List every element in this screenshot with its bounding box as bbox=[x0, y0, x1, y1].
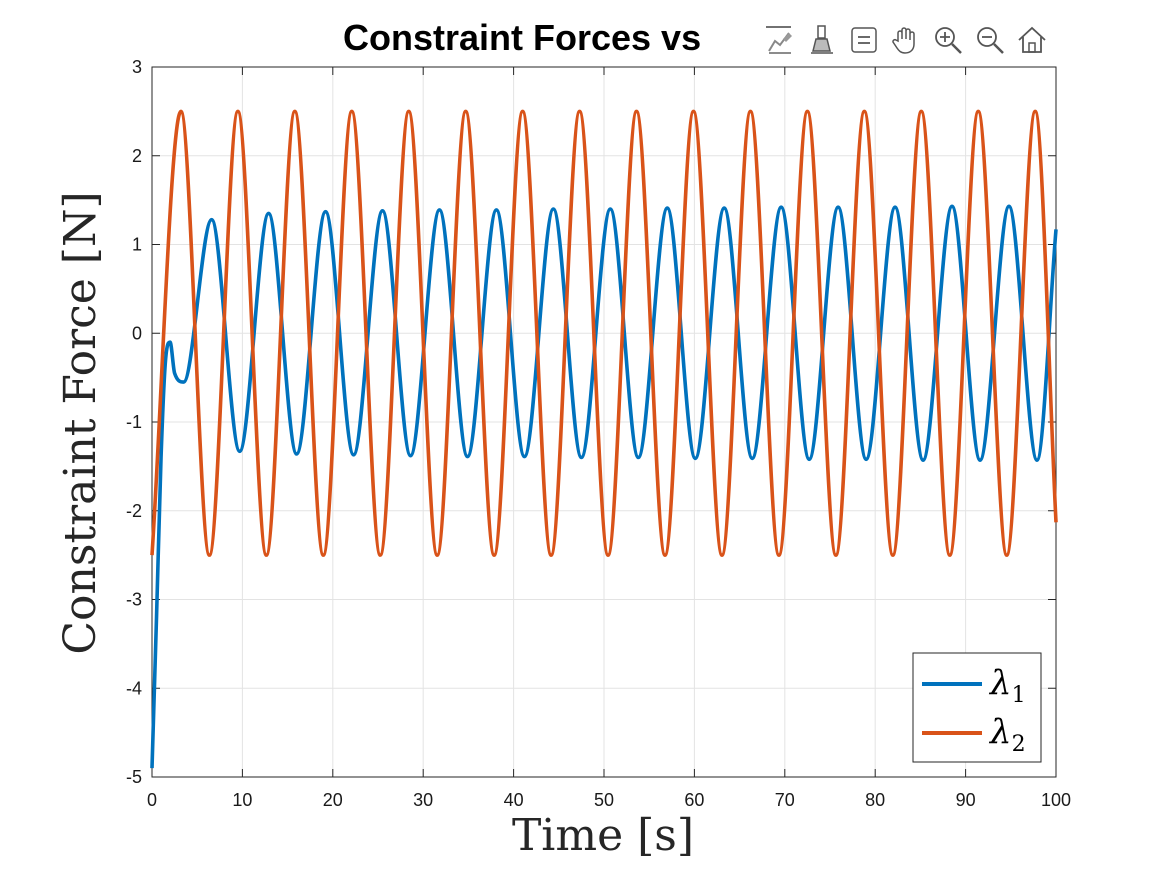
series-line-2 bbox=[150, 109, 1058, 557]
chart-title: Constraint Forces vs bbox=[343, 17, 701, 58]
y-tick-label: -1 bbox=[126, 412, 142, 432]
y-tick-label: -4 bbox=[126, 678, 142, 698]
series-line-1 bbox=[150, 204, 1058, 769]
y-tick-label: -2 bbox=[126, 501, 142, 521]
x-tick-label: 30 bbox=[413, 790, 433, 810]
x-tick-label: 80 bbox=[865, 790, 885, 810]
brush-button[interactable] bbox=[802, 18, 842, 62]
x-tick-label: 40 bbox=[504, 790, 524, 810]
data-tips-button[interactable] bbox=[760, 18, 800, 62]
pan-hand-icon bbox=[892, 27, 915, 54]
x-tick-label: 100 bbox=[1041, 790, 1071, 810]
zoom-out-button[interactable] bbox=[970, 18, 1010, 62]
restore-view-home-icon bbox=[1018, 26, 1046, 53]
x-tick-label: 90 bbox=[956, 790, 976, 810]
brush-icon bbox=[811, 25, 833, 54]
legend[interactable]: λ1 λ2 bbox=[912, 652, 1042, 763]
restore-view-button[interactable] bbox=[1012, 18, 1052, 62]
y-tick-label: -5 bbox=[126, 767, 142, 787]
axes-frame bbox=[151, 66, 1057, 778]
x-axis-label: Time [s] bbox=[512, 810, 694, 861]
axes-toolbar bbox=[760, 18, 1052, 64]
legend-label-lambda2: λ2 bbox=[988, 712, 1026, 757]
pan-button[interactable] bbox=[886, 18, 926, 62]
axes-border bbox=[151, 66, 1057, 778]
zoom-in-icon bbox=[935, 27, 962, 54]
y-axis-label: Constraint Force [N] bbox=[55, 191, 106, 654]
zoom-in-button[interactable] bbox=[928, 18, 968, 62]
x-tick-label: 60 bbox=[684, 790, 704, 810]
zoom-out-icon bbox=[977, 27, 1004, 54]
y-tick-label: 1 bbox=[132, 235, 142, 255]
plot-area bbox=[150, 109, 1058, 769]
x-tick-label: 10 bbox=[232, 790, 252, 810]
data-tips-icon bbox=[766, 26, 792, 54]
legend-toggle-icon bbox=[851, 27, 877, 53]
y-tick-label: 0 bbox=[132, 323, 142, 343]
x-tick-label: 20 bbox=[323, 790, 343, 810]
x-tick-label: 0 bbox=[147, 790, 157, 810]
x-tick-label: 70 bbox=[775, 790, 795, 810]
legend-toggle-button[interactable] bbox=[844, 18, 884, 62]
y-tick-label: 2 bbox=[132, 146, 142, 166]
legend-label-lambda1: λ1 bbox=[988, 663, 1026, 708]
legend-box bbox=[912, 652, 1042, 763]
y-tick-label: 3 bbox=[132, 57, 142, 77]
y-tick-label: -3 bbox=[126, 590, 142, 610]
x-tick-label: 50 bbox=[594, 790, 614, 810]
